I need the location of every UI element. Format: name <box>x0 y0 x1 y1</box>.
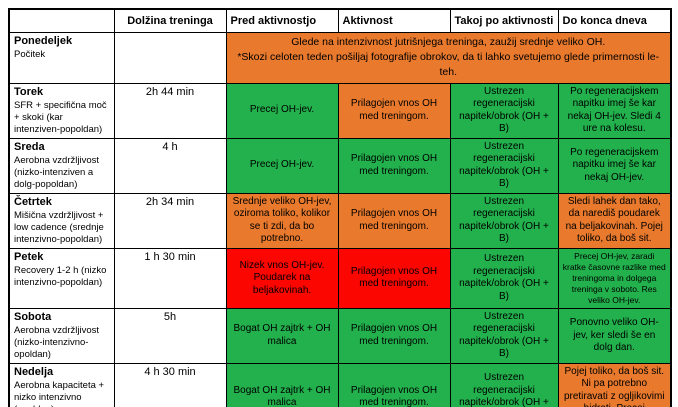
cell-sobota-aktivnost: Prilagojen vnos OH med treningom. <box>337 307 451 364</box>
header-takoj-po-aktivnosti: Takoj po aktivnosti <box>449 8 559 33</box>
table-row-nedelja: Nedelja Aerobna kapaciteta + nizko inten… <box>8 362 672 407</box>
cell-petek-takoj-po: Ustrezen regeneracijski napitek/obrok (O… <box>449 247 559 309</box>
header-aktivnost: Aktivnost <box>337 8 451 33</box>
duration-nedelja: 4 h 30 min <box>113 362 227 407</box>
cell-torek-pred-aktivnostjo: Precej OH-jev. <box>225 82 339 139</box>
duration-ponedeljek <box>113 32 227 84</box>
header-dolzina-treninga: Dolžina treninga <box>113 8 227 33</box>
table-row-torek: Torek SFR + specifična moč + skoki (kar … <box>8 82 672 139</box>
cell-sobota-pred-aktivnostjo: Bogat OH zajtrk + OH malica <box>225 307 339 364</box>
cell-cetrtek-do-konca: Sledi lahek dan tako, da narediš poudare… <box>557 192 672 249</box>
day-cell-ponedeljek: Ponedeljek Počitek <box>8 32 115 84</box>
day-name: Nedelja <box>14 365 54 378</box>
training-week-table: Dolžina treninga Pred aktivnostjo Aktivn… <box>8 8 672 407</box>
cell-cetrtek-takoj-po: Ustrezen regeneracijski napitek/obrok (O… <box>449 192 559 249</box>
day-name: Sobota <box>14 310 52 323</box>
cell-torek-takoj-po: Ustrezen regeneracijski napitek/obrok (O… <box>449 82 559 139</box>
day-cell-nedelja: Nedelja Aerobna kapaciteta + nizko inten… <box>8 362 115 407</box>
day-cell-sobota: Sobota Aerobna vzdržljivost (nizko-inten… <box>8 307 115 364</box>
table-row-ponedeljek: Ponedeljek Počitek Glede na intenzivnost… <box>8 32 672 84</box>
cell-cetrtek-pred-aktivnostjo: Srednje veliko OH-jev, oziroma toliko, k… <box>225 192 339 249</box>
cell-nedelja-aktivnost: Prilagojen vnos OH med treningom. <box>337 362 451 407</box>
cell-petek-pred-aktivnostjo: Nizek vnos OH-jev. Poudarek na beljakovi… <box>225 247 339 309</box>
duration-petek: 1 h 30 min <box>113 247 227 309</box>
day-description: SFR + specifična moč + skoki (kar intenz… <box>14 99 107 135</box>
day-description: Mišična vzdržljivost + low cadence (sred… <box>14 209 104 245</box>
cell-petek-aktivnost: Prilagojen vnos OH med treningom. <box>337 247 451 309</box>
day-name: Torek <box>14 85 44 98</box>
monday-note-line2: *Skozi celoten teden pošiljaj fotografij… <box>237 51 660 79</box>
day-cell-petek: Petek Recovery 1-2 h (nizko intenzivno-p… <box>8 247 115 309</box>
cell-torek-do-konca: Po regeneracijskem napitku imej še kar n… <box>557 82 672 139</box>
day-description: Aerobna vzdržljivost (nizko-intenziven a… <box>14 154 100 190</box>
cell-torek-aktivnost: Prilagojen vnos OH med treningom. <box>337 82 451 139</box>
cell-nedelja-takoj-po: Ustrezen regeneracijski napitek/obrok (O… <box>449 362 559 407</box>
day-description: Recovery 1-2 h (nizko intenzivno-popolda… <box>14 264 107 288</box>
day-name: Petek <box>14 250 44 263</box>
day-description: Aerobna kapaciteta + nizko intenzivno (o… <box>14 380 105 407</box>
day-description: Počitek <box>14 49 46 61</box>
cell-sreda-pred-aktivnostjo: Precej OH-jev. <box>225 137 339 194</box>
day-name: Četrtek <box>14 195 52 208</box>
duration-sreda: 4 h <box>113 137 227 194</box>
table-row-cetrtek: Četrtek Mišična vzdržljivost + low caden… <box>8 192 672 249</box>
cell-sreda-do-konca: Po regeneracijskem napitku imej še kar n… <box>557 137 672 194</box>
duration-sobota: 5h <box>113 307 227 364</box>
day-cell-sreda: Sreda Aerobna vzdržljivost (nizko-intenz… <box>8 137 115 194</box>
header-pred-aktivnostjo: Pred aktivnostjo <box>225 8 339 33</box>
duration-torek: 2h 44 min <box>113 82 227 139</box>
cell-sobota-takoj-po: Ustrezen regeneracijski napitek/obrok (O… <box>449 307 559 364</box>
cell-cetrtek-aktivnost: Prilagojen vnos OH med treningom. <box>337 192 451 249</box>
header-do-konca-dneva: Do konca dneva <box>557 8 672 33</box>
cell-sreda-aktivnost: Prilagojen vnos OH med treningom. <box>337 137 451 194</box>
monday-note-cell: Glede na intenzivnost jutrišnjega trenin… <box>225 32 672 84</box>
cell-nedelja-pred-aktivnostjo: Bogat OH zajtrk + OH malica <box>225 362 339 407</box>
duration-cetrtek: 2h 34 min <box>113 192 227 249</box>
day-cell-cetrtek: Četrtek Mišična vzdržljivost + low caden… <box>8 192 115 249</box>
header-row: Dolžina treninga Pred aktivnostjo Aktivn… <box>8 8 672 33</box>
day-name: Sreda <box>14 140 45 153</box>
table-row-petek: Petek Recovery 1-2 h (nizko intenzivno-p… <box>8 247 672 309</box>
cell-sreda-takoj-po: Ustrezen regeneracijski napitek/obrok (O… <box>449 137 559 194</box>
monday-note-line1: Glede na intenzivnost jutrišnjega trenin… <box>291 36 606 48</box>
cell-nedelja-do-konca: Pojej toliko, da boš sit. Ni pa potrebno… <box>557 362 672 407</box>
day-name: Ponedeljek <box>14 35 73 47</box>
cell-petek-do-konca: Precej OH-jev, zaradi kratke časovne raz… <box>557 247 672 309</box>
day-description: Aerobna vzdržljivost (nizko-intenzivno-o… <box>14 325 100 360</box>
table-row-sreda: Sreda Aerobna vzdržljivost (nizko-intenz… <box>8 137 672 194</box>
header-empty <box>8 8 115 33</box>
cell-sobota-do-konca: Ponovno veliko OH-jev, ker sledi še en d… <box>557 307 672 364</box>
day-cell-torek: Torek SFR + specifična moč + skoki (kar … <box>8 82 115 139</box>
table-row-sobota: Sobota Aerobna vzdržljivost (nizko-inten… <box>8 307 672 364</box>
